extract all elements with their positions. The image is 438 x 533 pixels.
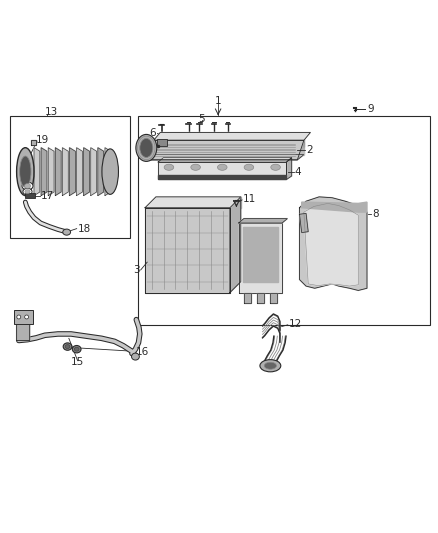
Ellipse shape: [131, 353, 139, 360]
Polygon shape: [154, 138, 304, 140]
Polygon shape: [41, 148, 47, 196]
Text: 5: 5: [198, 114, 205, 124]
Polygon shape: [158, 158, 292, 162]
Text: 8: 8: [372, 209, 379, 219]
Ellipse shape: [264, 362, 276, 369]
Polygon shape: [230, 197, 241, 293]
Polygon shape: [105, 148, 111, 196]
Polygon shape: [154, 142, 304, 144]
Ellipse shape: [136, 134, 157, 161]
Polygon shape: [300, 197, 367, 290]
Bar: [138, 116, 430, 325]
Text: 1: 1: [215, 96, 222, 106]
Ellipse shape: [244, 164, 254, 171]
Polygon shape: [145, 208, 230, 293]
Polygon shape: [70, 148, 75, 196]
Text: 19: 19: [35, 135, 49, 146]
Ellipse shape: [260, 360, 281, 372]
Bar: [10, 116, 130, 238]
Text: 4: 4: [295, 167, 301, 176]
Polygon shape: [302, 202, 367, 212]
Ellipse shape: [63, 229, 71, 235]
Text: 3: 3: [133, 265, 140, 275]
Text: 15: 15: [71, 357, 84, 367]
Polygon shape: [154, 133, 311, 140]
Text: 16: 16: [136, 347, 149, 357]
Polygon shape: [257, 293, 264, 303]
Text: 12: 12: [289, 319, 302, 329]
Text: 2: 2: [306, 145, 313, 155]
Polygon shape: [154, 140, 304, 142]
Polygon shape: [156, 197, 241, 208]
Polygon shape: [77, 148, 82, 196]
Polygon shape: [62, 148, 68, 196]
Bar: [14, 310, 33, 324]
Polygon shape: [17, 321, 30, 341]
Ellipse shape: [22, 182, 33, 190]
Polygon shape: [48, 148, 54, 196]
Polygon shape: [154, 147, 304, 149]
Ellipse shape: [218, 164, 227, 171]
Polygon shape: [243, 228, 278, 282]
Polygon shape: [154, 151, 304, 153]
Ellipse shape: [17, 148, 34, 196]
Polygon shape: [158, 175, 286, 180]
Polygon shape: [147, 155, 304, 160]
Ellipse shape: [20, 156, 31, 187]
Ellipse shape: [72, 345, 81, 353]
Polygon shape: [300, 213, 308, 232]
Polygon shape: [145, 197, 241, 208]
Polygon shape: [31, 140, 36, 144]
Text: 13: 13: [45, 107, 58, 117]
Ellipse shape: [25, 190, 30, 193]
Polygon shape: [154, 149, 304, 151]
Polygon shape: [158, 162, 286, 180]
Polygon shape: [304, 204, 358, 286]
Polygon shape: [154, 143, 304, 146]
Text: 9: 9: [367, 104, 374, 114]
Ellipse shape: [271, 164, 280, 171]
Polygon shape: [286, 158, 292, 180]
Polygon shape: [239, 219, 287, 223]
Polygon shape: [239, 223, 282, 293]
Bar: [25, 193, 35, 198]
Ellipse shape: [23, 188, 32, 195]
Polygon shape: [55, 148, 61, 196]
Ellipse shape: [191, 164, 201, 171]
Polygon shape: [84, 148, 89, 196]
Ellipse shape: [140, 139, 153, 157]
Polygon shape: [34, 148, 40, 196]
Polygon shape: [91, 148, 97, 196]
Polygon shape: [154, 152, 304, 155]
Polygon shape: [147, 140, 304, 160]
Text: 18: 18: [78, 224, 91, 233]
Ellipse shape: [74, 347, 79, 351]
Ellipse shape: [25, 184, 31, 188]
Text: 6: 6: [149, 128, 156, 139]
Text: 17: 17: [41, 191, 54, 201]
Polygon shape: [98, 148, 104, 196]
Polygon shape: [244, 293, 251, 303]
Bar: [157, 140, 167, 146]
Ellipse shape: [164, 164, 174, 171]
Ellipse shape: [25, 315, 28, 319]
Ellipse shape: [102, 149, 118, 195]
Polygon shape: [270, 293, 277, 303]
Ellipse shape: [17, 315, 21, 319]
Ellipse shape: [63, 343, 72, 350]
Text: 7: 7: [145, 143, 152, 153]
Polygon shape: [154, 146, 304, 148]
Ellipse shape: [65, 345, 70, 349]
Text: 11: 11: [243, 193, 256, 204]
